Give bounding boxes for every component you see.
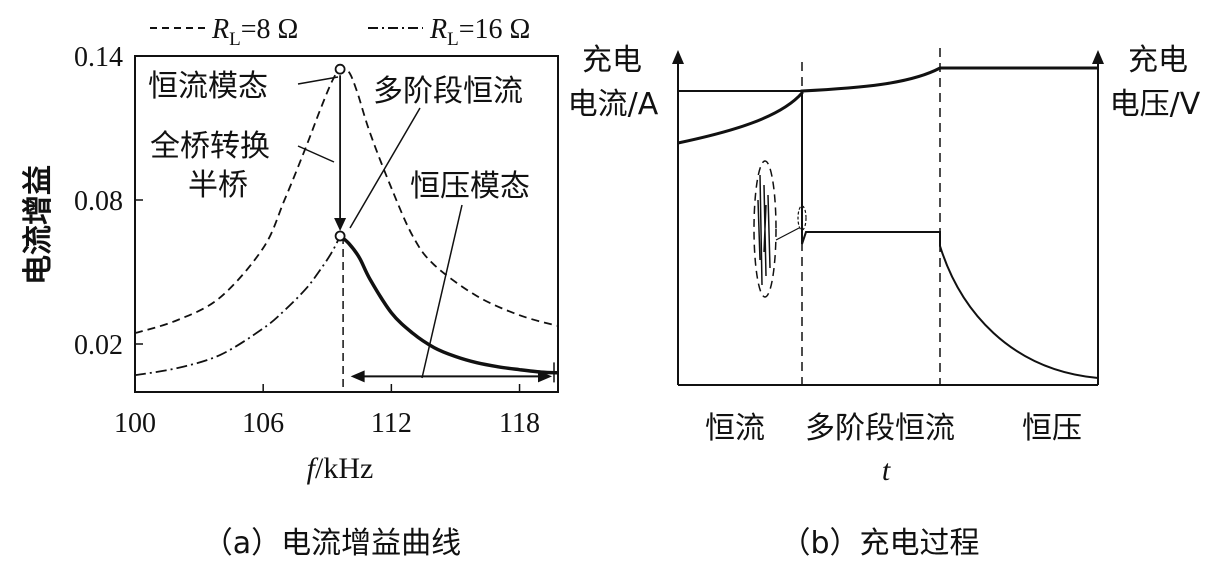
y-tick-label: 0.08 xyxy=(74,186,123,217)
x-axis-label-b: t xyxy=(882,454,891,487)
right-axis-label-1: 充电 xyxy=(1128,43,1188,78)
left-axis-label-1: 充电 xyxy=(582,43,642,78)
peak-marker xyxy=(334,63,346,75)
current-curve xyxy=(801,91,1099,379)
y-tick-label: 0.02 xyxy=(74,330,123,361)
small-ellipse xyxy=(797,205,807,231)
oscillation-leader xyxy=(775,227,800,241)
mode-switch-arrowhead xyxy=(334,218,347,231)
leader-cv-mode xyxy=(421,204,463,379)
series-line-dashdot xyxy=(134,235,341,377)
cv-range-arrowhead-right xyxy=(538,370,552,383)
leader-bridge-switch xyxy=(297,145,335,163)
series-group-a xyxy=(134,67,559,377)
legend: RL=8 Ω RL=16 Ω xyxy=(150,14,530,50)
left-axis-label-2: 电流/A xyxy=(568,87,659,122)
left-axis-arrow xyxy=(672,50,684,64)
stage-label-multistage: 多阶段恒流 xyxy=(805,411,955,446)
x-tick-label: 112 xyxy=(371,408,412,439)
annotation-multistage-cc: 多阶段恒流 xyxy=(373,74,523,109)
series-line-solid-bold xyxy=(338,234,559,375)
chart-b: 充电 电流/A 充电 电压/V 恒流 多阶段恒流 恒压 t xyxy=(568,43,1201,487)
legend-label-16: RL=16 Ω xyxy=(429,14,530,50)
cv-range-arrowhead-left xyxy=(350,370,365,383)
voltage-curve xyxy=(677,66,1098,145)
x-axis-label-a: f/kHz xyxy=(307,452,374,485)
tick-group-a: 100 106 112 118 0.14 0.08 0.02 xyxy=(74,42,540,439)
stage-label-cc: 恒流 xyxy=(705,411,765,446)
chart-a: RL=8 Ω RL=16 Ω 100 106 112 1180.140.080.02 … xyxy=(21,14,559,485)
right-axis-arrow xyxy=(1092,50,1104,64)
oscillation-ellipse xyxy=(753,160,777,298)
x-tick-label: 118 xyxy=(499,408,540,439)
caption-a: （a）电流增益曲线 xyxy=(203,526,461,561)
y-axis-label-a: 电流增益 xyxy=(21,165,56,285)
marks-a xyxy=(334,63,555,392)
caption-b: （b）充电过程 xyxy=(780,526,979,561)
annotation-bridge-switch: 全桥转换 xyxy=(150,129,270,164)
x-tick-label: 106 xyxy=(242,408,284,439)
legend-label-8: RL=8 Ω xyxy=(211,14,298,50)
leader-cc-mode xyxy=(297,76,339,85)
oscillation-ripple xyxy=(757,174,771,286)
y-tick-label: 0.14 xyxy=(74,42,123,73)
leader-multistage-cc xyxy=(349,107,421,229)
switch-marker xyxy=(334,230,346,242)
annotation-cv-mode: 恒压模态 xyxy=(410,169,530,204)
right-axis-label-2: 电压/V xyxy=(1110,87,1201,122)
x-tick-label: 100 xyxy=(114,408,156,439)
annotation-half-bridge: 半桥 xyxy=(188,168,248,203)
plot-frame-a xyxy=(134,55,559,393)
annotation-cc-mode: 恒流模态 xyxy=(148,69,268,104)
stage-label-cv: 恒压 xyxy=(1022,411,1082,446)
annotations-a: 恒流模态 全桥转换 半桥 多阶段恒流 恒压模态 xyxy=(148,69,530,379)
